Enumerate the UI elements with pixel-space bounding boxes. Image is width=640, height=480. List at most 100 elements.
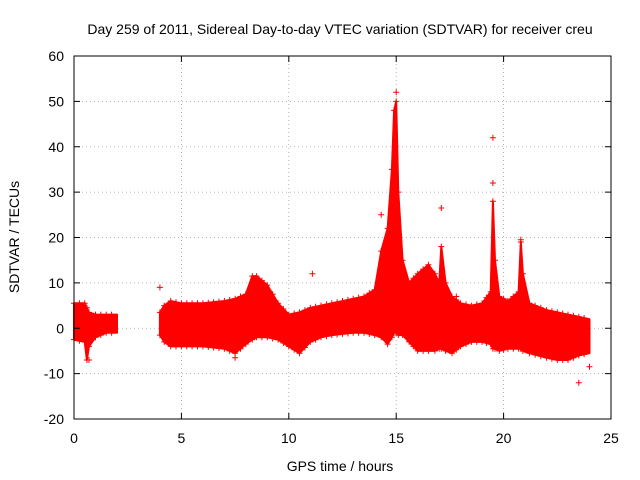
data-point [301,307,308,314]
data-point [371,332,378,339]
data-point [173,299,179,306]
data-point [264,282,271,289]
data-point [108,311,115,318]
data-point [519,347,526,354]
data-point [323,301,330,308]
data-point [312,303,319,310]
data-point [473,301,480,308]
outlier-point [517,236,524,243]
data-point [548,355,555,362]
data-point [420,266,427,273]
data-point [487,341,494,348]
data-point [425,347,432,354]
data-point [479,338,486,345]
data-point [510,293,517,300]
data-point [178,300,185,307]
data-point [483,294,490,301]
data-point [249,336,256,343]
data-point [167,298,174,304]
data-point [500,295,507,302]
outlier-point [156,284,163,291]
chart-title: Day 259 of 2011, Sidereal Day-to-day VTE… [87,21,592,37]
outlier-point [309,270,316,277]
data-point [526,350,533,357]
data-point [581,315,588,321]
data-point [189,300,196,307]
data-point [216,298,222,305]
data-point [532,351,539,358]
data-point [366,290,373,297]
data-point [210,344,217,351]
data-point [554,309,561,316]
data-point [173,343,179,350]
outlier-point [232,354,239,361]
data-point [468,302,475,309]
outlier-point [489,180,496,186]
data-point [226,296,233,303]
data-point [339,298,346,304]
data-point [253,273,260,280]
data-point [81,300,88,307]
x-tick-label: 0 [70,430,78,446]
data-point [81,338,88,345]
data-point [296,309,303,316]
data-point [504,298,511,304]
data-point [570,354,577,361]
data-point [156,332,163,339]
data-point [410,275,417,282]
data-point [425,261,432,268]
y-tick-label: 0 [56,320,64,336]
data-point [414,347,421,354]
data-point [449,350,455,357]
data-point [318,302,324,309]
data-point [406,279,413,286]
data-point [393,98,400,105]
data-point [559,357,566,363]
data-point [581,351,588,358]
data-point [436,279,443,286]
data-point [269,335,276,342]
axis-ticks: 0 5 10 15 20 25 -20 -10 0 10 20 30 40 50 60 [44,48,619,446]
data-point [86,343,92,350]
data-point [237,345,244,352]
y-tick-label: 50 [48,93,64,109]
x-axis-label: GPS time / hours [287,458,394,474]
data-point [258,334,265,341]
data-point [504,345,511,352]
data-point [178,343,185,350]
data-point [221,345,228,352]
data-point [442,279,449,286]
data-point [323,333,330,340]
data-point [420,347,427,354]
data-point [194,343,201,350]
data-point [216,345,222,352]
outlier-point [453,293,460,300]
data-point [199,343,206,350]
data-point [237,293,244,300]
data-point [388,166,395,173]
data-point [344,296,351,303]
data-point [496,347,503,354]
outlier-point [438,205,445,211]
data-point [167,343,174,350]
data-point [83,304,90,311]
x-tick-label: 15 [388,430,404,446]
data-point [410,343,417,350]
data-point [457,343,464,350]
data-point [575,313,582,320]
data-point [194,300,201,307]
data-point [391,107,398,114]
outlier-point [393,89,400,96]
outlier-point [86,357,92,363]
y-tick-label: 60 [48,48,64,64]
data-point [97,332,104,339]
data-point [431,347,438,354]
data-point [183,300,190,307]
outlier-point [296,347,303,354]
data-point [280,340,287,346]
y-tick-label: 20 [48,230,64,246]
data-point [350,329,357,336]
data-point [463,341,469,348]
